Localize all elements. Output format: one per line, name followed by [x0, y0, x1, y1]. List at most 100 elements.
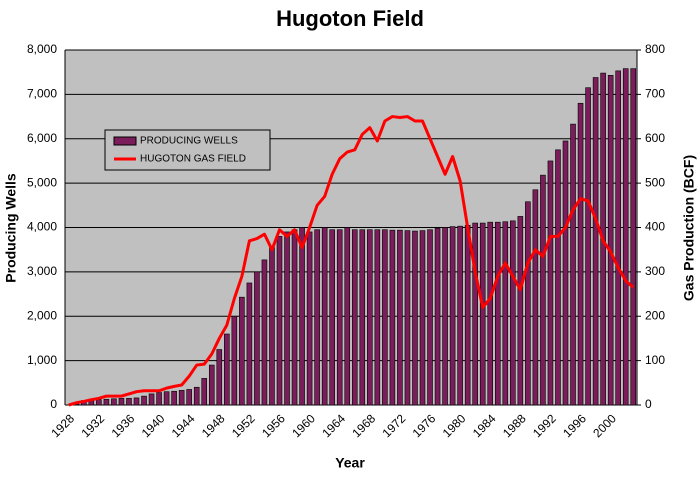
bar: [231, 315, 238, 406]
bar: [464, 224, 471, 406]
bar: [118, 398, 125, 406]
bar: [540, 174, 546, 406]
bar: [254, 271, 260, 406]
y2-tick-label: 400: [645, 220, 665, 234]
x-tick-label: 1968: [349, 411, 378, 440]
y2-tick-label: 700: [645, 87, 665, 101]
y2-tick-label: 200: [645, 308, 665, 322]
bar: [216, 349, 223, 406]
x-axis-title: Year: [335, 455, 365, 471]
bar: [261, 259, 268, 406]
bar: [239, 296, 245, 406]
bar: [208, 364, 215, 406]
bar: [201, 378, 208, 406]
bar: [525, 201, 531, 406]
bar: [148, 393, 155, 406]
chart-title: Hugoton Field: [276, 6, 424, 31]
bar: [103, 398, 110, 406]
bar: [479, 222, 486, 406]
y-tick-label: 8,000: [27, 42, 57, 56]
x-tick-label: 1948: [199, 411, 228, 440]
bar: [607, 74, 614, 406]
y2-tick-label: 500: [645, 175, 665, 189]
y2-axis-title: Gas Production (BCF): [681, 155, 697, 301]
x-tick-label: 1960: [289, 411, 318, 440]
bar: [630, 68, 637, 406]
y2-tick-label: 300: [645, 264, 665, 278]
x-tick-label: 1928: [48, 411, 77, 440]
bar: [141, 395, 147, 406]
x-tick-label: 1944: [169, 411, 198, 440]
bar: [585, 87, 591, 406]
x-tick-label: 1984: [470, 411, 499, 440]
legend-label: HUGOTON GAS FIELD: [140, 154, 246, 165]
y-tick-label: 2,000: [27, 308, 57, 322]
bar: [276, 236, 283, 406]
bar: [344, 227, 351, 406]
bar: [186, 389, 192, 406]
bar: [592, 77, 599, 406]
x-tick-label: 1936: [109, 411, 138, 440]
bar: [306, 231, 313, 406]
x-tick-label: 2000: [590, 411, 619, 440]
bar: [269, 247, 275, 406]
x-tick-label: 1956: [259, 411, 288, 440]
bar: [382, 229, 388, 406]
legend-label: PRODUCING WELLS: [140, 136, 238, 147]
bar: [156, 392, 162, 406]
bar: [321, 227, 328, 406]
bar: [457, 225, 463, 406]
bar: [517, 216, 524, 406]
bar: [133, 397, 140, 406]
x-tick-label: 1988: [500, 411, 529, 440]
bar: [555, 149, 561, 406]
bar: [487, 221, 494, 406]
bar: [374, 229, 381, 406]
bar: [622, 68, 629, 406]
bar: [111, 398, 117, 406]
bar: [171, 390, 177, 406]
bar: [178, 390, 185, 406]
x-tick-label: 1996: [560, 411, 589, 440]
bar: [367, 229, 373, 406]
y2-tick-label: 800: [645, 42, 665, 56]
bar: [299, 227, 305, 406]
bar: [224, 333, 230, 406]
bar: [284, 231, 290, 406]
x-tick-label: 1976: [410, 411, 439, 440]
bar: [615, 70, 621, 406]
bar: [494, 221, 501, 406]
line: [68, 115, 635, 407]
bar: [336, 229, 343, 406]
bar: [314, 229, 320, 406]
bar: [96, 399, 102, 406]
bar: [126, 398, 132, 406]
bar: [351, 229, 358, 406]
y-tick-label: 5,000: [27, 175, 57, 189]
legend-swatch: [113, 136, 137, 146]
x-tick-label: 1972: [380, 411, 409, 440]
bar: [419, 230, 426, 406]
bar: [291, 229, 298, 406]
y-tick-label: 0: [50, 397, 57, 411]
bar: [547, 160, 554, 406]
x-tick-label: 1932: [78, 411, 107, 440]
x-tick-label: 1940: [139, 411, 168, 440]
bar: [532, 189, 539, 406]
bar: [562, 140, 569, 406]
bar: [397, 229, 403, 406]
y2-tick-label: 600: [645, 131, 665, 145]
y-tick-label: 4,000: [27, 220, 57, 234]
bar: [389, 229, 396, 406]
bar: [442, 227, 448, 406]
y-tick-label: 7,000: [27, 87, 57, 101]
bar: [163, 391, 170, 406]
bar: [329, 229, 335, 406]
bar: [359, 229, 366, 406]
y2-tick-label: 100: [645, 353, 665, 367]
bar: [502, 221, 509, 406]
x-tick-label: 1992: [530, 411, 559, 440]
y2-tick-label: 0: [645, 397, 652, 411]
bar: [193, 386, 200, 406]
bar: [434, 228, 441, 406]
